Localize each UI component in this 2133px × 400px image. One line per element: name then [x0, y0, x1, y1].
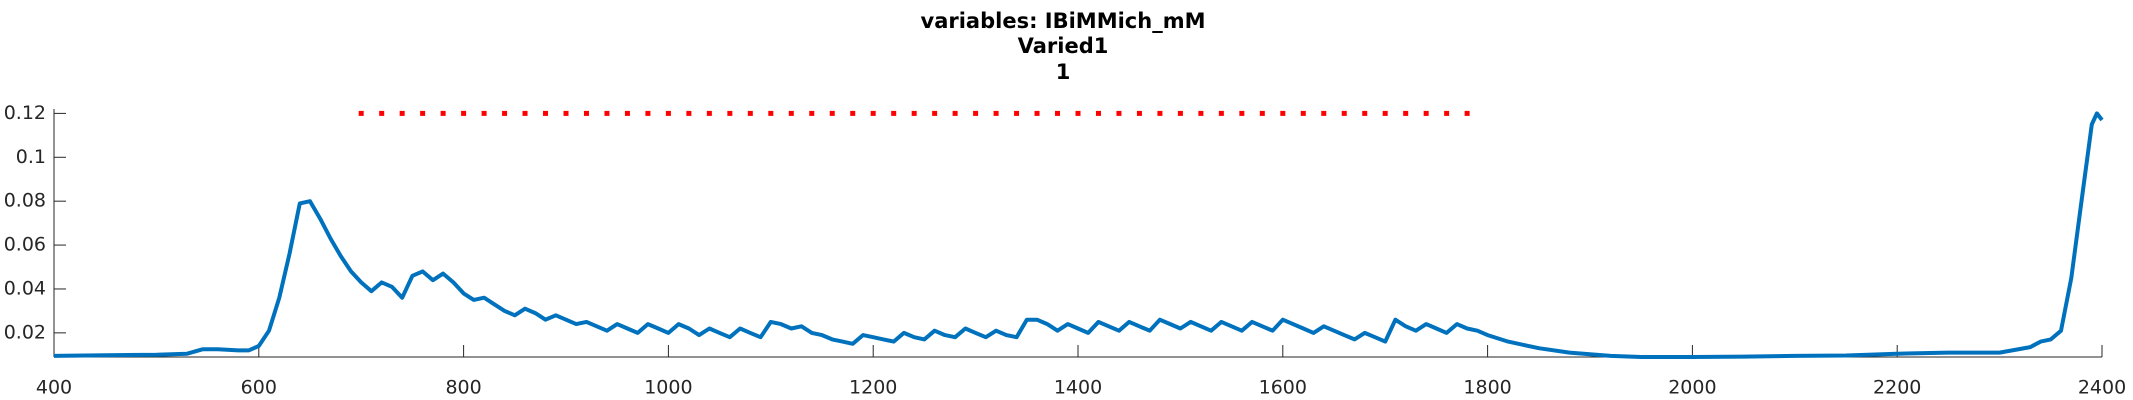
- marker: [1095, 110, 1101, 116]
- marker: [768, 110, 774, 116]
- x-tick-label: 1400: [1054, 377, 1102, 399]
- x-tick-label: 2400: [2078, 377, 2126, 399]
- marker: [543, 110, 549, 116]
- marker: [706, 110, 712, 116]
- y-tick-label: 0.12: [4, 102, 46, 124]
- marker: [870, 110, 876, 116]
- chart-title: variables: IBiMMich_mM: [921, 9, 1206, 33]
- x-tick-label: 2000: [1668, 377, 1716, 399]
- marker: [502, 110, 508, 116]
- chart-subtitle: 1: [1056, 60, 1071, 84]
- marker: [747, 110, 753, 116]
- y-tick-label: 0.02: [4, 321, 46, 343]
- marker: [1259, 110, 1265, 116]
- marker: [1014, 110, 1020, 116]
- marker: [1218, 110, 1224, 116]
- x-tick-label: 1200: [849, 377, 897, 399]
- marker: [1136, 110, 1142, 116]
- marker: [399, 110, 405, 116]
- marker: [809, 110, 815, 116]
- marker: [993, 110, 999, 116]
- marker: [1300, 110, 1306, 116]
- marker: [563, 110, 569, 116]
- chart-subtitle: Varied1: [1018, 34, 1109, 58]
- marker: [952, 110, 958, 116]
- marker: [1403, 110, 1409, 116]
- marker: [1034, 110, 1040, 116]
- marker: [1055, 110, 1061, 116]
- y-tick-label: 0.06: [4, 234, 46, 256]
- marker: [1382, 110, 1388, 116]
- marker: [1198, 110, 1204, 116]
- marker: [604, 110, 610, 116]
- marker: [522, 110, 528, 116]
- line: [53, 111, 2104, 359]
- marker: [1075, 110, 1081, 116]
- marker: [665, 110, 671, 116]
- marker: [1116, 110, 1122, 116]
- x-tick-label: 2200: [1873, 377, 1921, 399]
- marker: [624, 110, 630, 116]
- marker: [686, 110, 692, 116]
- marker: [440, 110, 446, 116]
- marker: [1423, 110, 1429, 116]
- y-tick-label: 0.08: [4, 190, 46, 212]
- x-tick-label: 1000: [644, 377, 692, 399]
- marker: [481, 110, 487, 116]
- marker: [727, 110, 733, 116]
- marker: [1239, 110, 1245, 116]
- marker: [1177, 110, 1183, 116]
- marker: [850, 110, 856, 116]
- marker: [1321, 110, 1327, 116]
- x-tick-label: 800: [445, 377, 481, 399]
- x-tick-label: 1800: [1463, 377, 1511, 399]
- marker: [1280, 110, 1286, 116]
- x-tick-label: 600: [241, 377, 277, 399]
- marker: [973, 110, 979, 116]
- marker: [379, 110, 385, 116]
- marker: [829, 110, 835, 116]
- marker: [891, 110, 897, 116]
- marker: [358, 110, 364, 116]
- y-tick-label: 0.04: [4, 277, 46, 299]
- marker: [420, 110, 426, 116]
- marker: [1341, 110, 1347, 116]
- marker: [583, 110, 589, 116]
- x-tick-label: 400: [36, 377, 72, 399]
- x-tick-label: 1600: [1259, 377, 1307, 399]
- marker: [1362, 110, 1368, 116]
- marker: [1444, 110, 1450, 116]
- marker: [911, 110, 917, 116]
- marker: [788, 110, 794, 116]
- marker: [461, 110, 467, 116]
- marker: [645, 110, 651, 116]
- y-tick-label: 0.1: [16, 146, 46, 168]
- marker: [1464, 110, 1470, 116]
- marker: [1157, 110, 1163, 116]
- marker: [932, 110, 938, 116]
